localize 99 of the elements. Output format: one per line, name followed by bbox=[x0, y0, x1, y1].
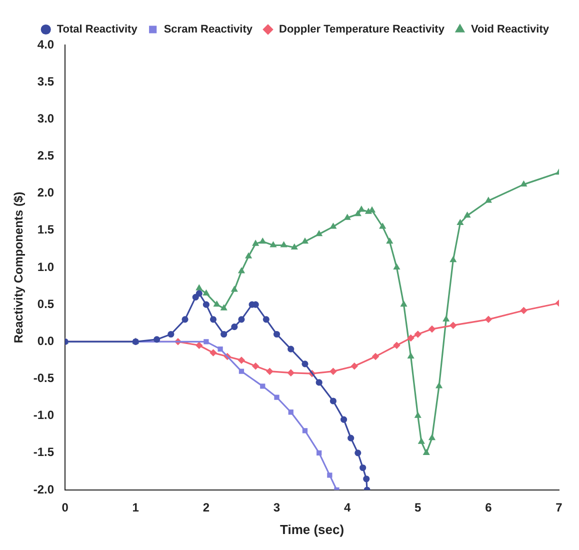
point bbox=[408, 353, 414, 359]
point bbox=[354, 450, 362, 456]
point bbox=[351, 362, 358, 370]
point bbox=[408, 334, 414, 342]
point bbox=[210, 349, 217, 356]
point bbox=[274, 394, 280, 400]
point bbox=[288, 410, 294, 415]
point bbox=[288, 346, 294, 352]
point bbox=[302, 238, 308, 244]
legend-label: Void Reactivity bbox=[470, 24, 550, 36]
point bbox=[316, 230, 322, 236]
legend-label: Total Reactivity bbox=[56, 24, 138, 36]
point bbox=[252, 362, 259, 370]
point bbox=[252, 240, 259, 246]
point bbox=[429, 434, 435, 440]
point bbox=[414, 330, 422, 338]
point bbox=[280, 242, 287, 248]
point bbox=[218, 346, 223, 352]
y-axis-title: Reactivity Components ($) bbox=[12, 192, 26, 344]
y-tick-label: 3.0 bbox=[37, 111, 54, 126]
point bbox=[260, 384, 266, 389]
point bbox=[386, 238, 393, 244]
y-tick-label: -0.5 bbox=[33, 371, 54, 386]
point bbox=[202, 301, 210, 308]
point bbox=[196, 342, 202, 349]
point bbox=[302, 360, 308, 368]
point bbox=[485, 197, 492, 203]
point bbox=[348, 434, 354, 442]
x-tick-label: 0 bbox=[62, 500, 69, 515]
point bbox=[196, 290, 202, 297]
y-tick-label: 2.5 bbox=[37, 148, 54, 163]
point bbox=[485, 316, 492, 323]
legend-label: Doppler Temperature Reactivity bbox=[279, 24, 446, 36]
point bbox=[182, 316, 188, 323]
y-tick-label: -1.0 bbox=[33, 408, 54, 422]
point bbox=[231, 324, 238, 330]
point bbox=[520, 307, 528, 314]
point bbox=[270, 242, 276, 248]
point bbox=[443, 316, 450, 322]
point bbox=[400, 301, 407, 307]
point bbox=[418, 438, 424, 444]
point bbox=[358, 206, 364, 212]
point bbox=[273, 330, 280, 338]
x-tick-label: 1 bbox=[132, 500, 140, 515]
point bbox=[210, 316, 217, 323]
point bbox=[436, 382, 442, 388]
point bbox=[214, 301, 220, 307]
point bbox=[238, 356, 245, 364]
point bbox=[238, 268, 244, 274]
x-tick-label: 4 bbox=[344, 500, 351, 515]
point bbox=[330, 368, 337, 375]
x-tick-label: 2 bbox=[202, 500, 210, 515]
x-tick-label: 7 bbox=[556, 500, 563, 515]
y-tick-label: 3.5 bbox=[37, 74, 54, 88]
point bbox=[238, 368, 244, 374]
point bbox=[316, 450, 322, 456]
x-tick-label: 3 bbox=[273, 500, 280, 515]
y-tick-label: 4.0 bbox=[37, 37, 54, 52]
point bbox=[372, 353, 379, 360]
point bbox=[340, 416, 348, 423]
point bbox=[393, 342, 400, 349]
point bbox=[363, 476, 370, 482]
point bbox=[266, 368, 274, 375]
point bbox=[450, 322, 456, 329]
point bbox=[204, 339, 209, 344]
point bbox=[380, 223, 386, 229]
point bbox=[354, 210, 361, 216]
point bbox=[450, 256, 456, 262]
point bbox=[288, 370, 294, 376]
point bbox=[238, 316, 245, 323]
point bbox=[327, 472, 332, 478]
y-tick-label: 1.5 bbox=[37, 222, 54, 237]
x-tick-label: 6 bbox=[485, 500, 492, 515]
point bbox=[414, 412, 421, 418]
y-tick-label: -2.0 bbox=[33, 482, 54, 496]
point bbox=[220, 330, 228, 338]
point bbox=[220, 304, 227, 310]
x-axis-title: Time (sec) bbox=[280, 522, 344, 537]
point bbox=[360, 464, 366, 472]
point bbox=[154, 336, 160, 343]
point bbox=[231, 286, 238, 292]
point bbox=[428, 326, 436, 332]
y-tick-label: 0.0 bbox=[37, 334, 54, 348]
point bbox=[464, 212, 470, 218]
y-tick-label: 2.0 bbox=[37, 186, 54, 200]
point bbox=[260, 238, 266, 244]
point bbox=[168, 330, 174, 338]
y-tick-label: -1.5 bbox=[33, 445, 54, 460]
point bbox=[316, 379, 322, 386]
legend-label: Scram Reactivity bbox=[164, 24, 254, 36]
point bbox=[192, 294, 199, 300]
point bbox=[330, 398, 337, 404]
y-tick-label: 1.0 bbox=[37, 260, 54, 274]
point bbox=[196, 284, 202, 290]
y-tick-label: 0.5 bbox=[37, 296, 54, 311]
point bbox=[330, 223, 336, 229]
point bbox=[262, 316, 270, 323]
point bbox=[302, 428, 308, 434]
x-tick-label: 5 bbox=[414, 500, 422, 515]
